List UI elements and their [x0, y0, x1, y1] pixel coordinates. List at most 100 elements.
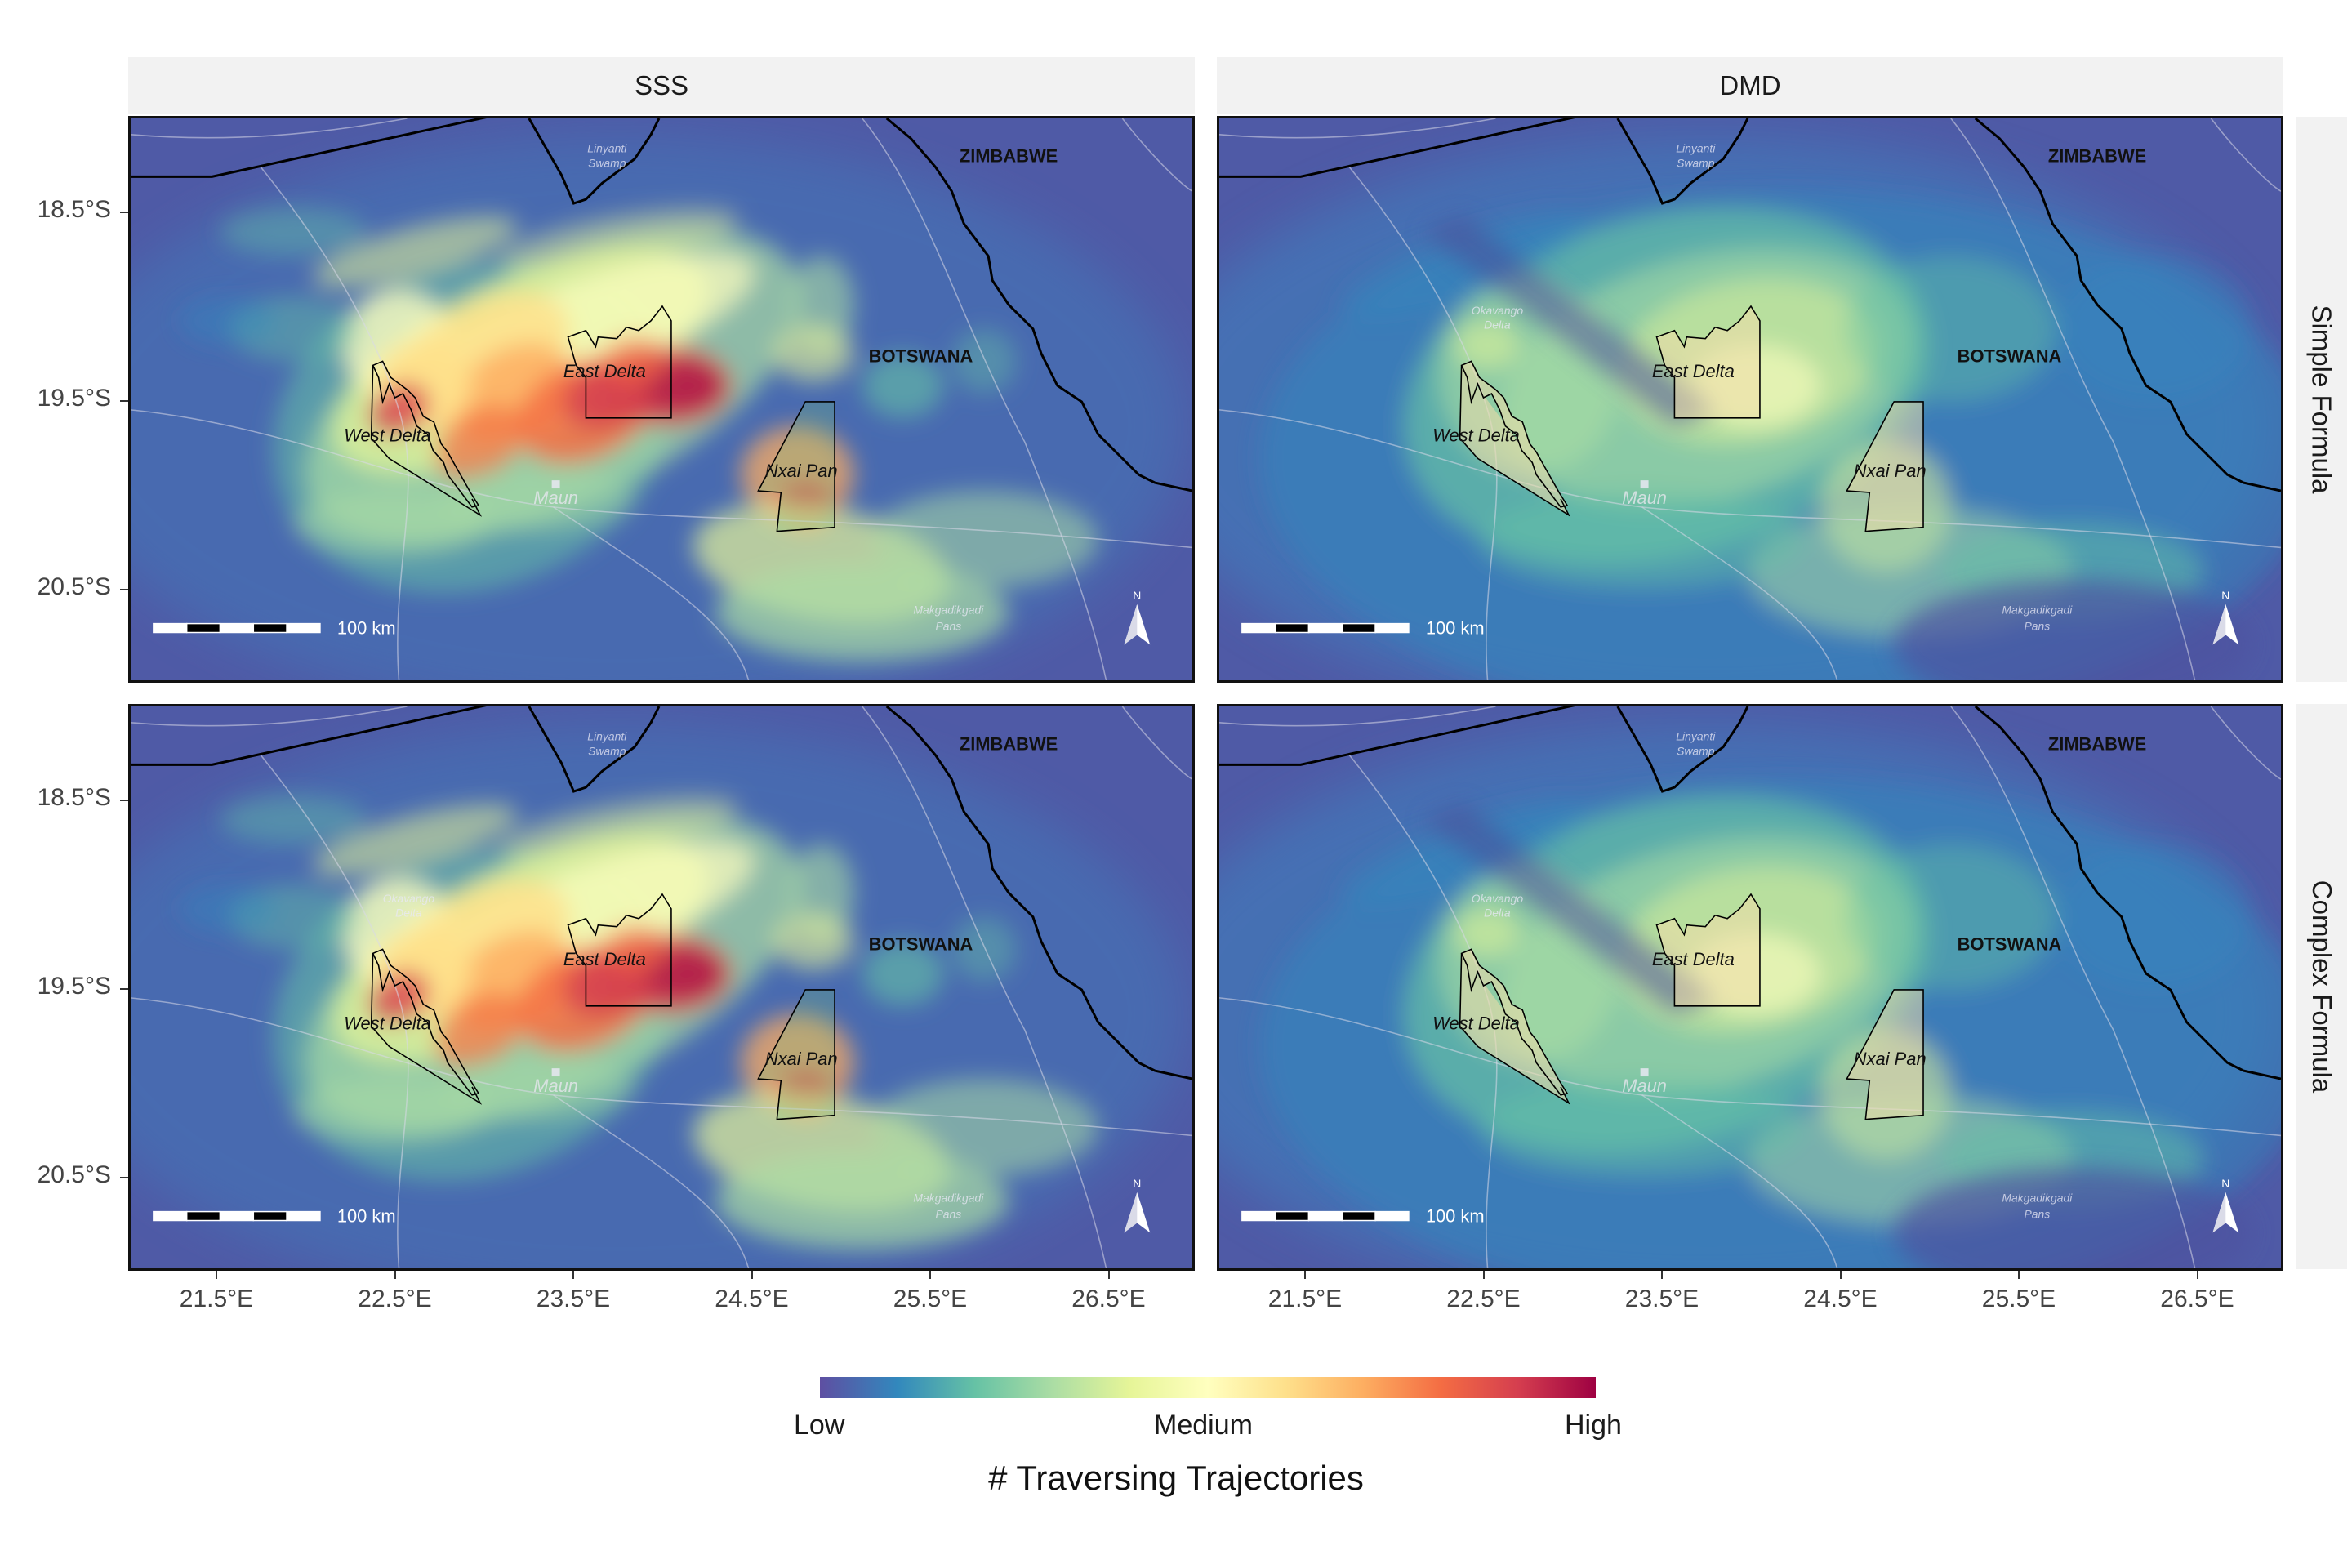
x-tick-mark	[2196, 1271, 2198, 1279]
scale-bar	[153, 1210, 321, 1222]
heat-blob	[1340, 210, 1586, 318]
legend-colorbar	[820, 1377, 1596, 1398]
botswana-label: BOTSWANA	[1958, 345, 2062, 366]
scale-bar-label: 100 km	[1426, 618, 1485, 639]
heat-blob	[602, 924, 667, 974]
west-delta-label: West Delta	[1432, 425, 1520, 446]
zimbabwe-label: ZIMBABWE	[960, 146, 1058, 167]
scale-bar	[153, 622, 321, 634]
scale-bar	[1241, 1210, 1410, 1222]
heat-blob	[602, 336, 667, 386]
heat-blob	[220, 207, 367, 256]
x-tick-mark	[1839, 1271, 1842, 1279]
linyanti-label: Swamp	[1677, 157, 1715, 170]
facet-strip-dmd: DMD	[1217, 57, 2283, 114]
west-delta-polygon	[370, 948, 483, 1105]
maun-label: Maun	[533, 488, 578, 508]
legend-high-label: High	[1565, 1410, 1622, 1441]
nxai-pan-polygon	[1846, 989, 1924, 1120]
east-delta-polygon	[567, 893, 672, 1007]
okavango-label: Delta	[1484, 906, 1511, 920]
scale-bar-label: 100 km	[337, 618, 396, 639]
makgadikgadi-label: Makgadikgadi	[913, 604, 984, 617]
facet-strip-simple: Simple Formula	[2296, 117, 2347, 682]
x-tick-mark	[572, 1271, 574, 1279]
y-tick-mark	[120, 988, 128, 990]
x-tick-mark	[751, 1271, 753, 1279]
east-delta-polygon	[567, 305, 672, 419]
heat-blob	[1454, 908, 1521, 958]
linyanti-label: Swamp	[1677, 745, 1715, 758]
y-tick-mark	[120, 589, 128, 590]
x-tick-mark	[216, 1271, 217, 1279]
nxai-pan-polygon	[757, 989, 835, 1120]
map-svg: ZIMBABWE BOTSWANA East Delta West Delta Nxai…	[1219, 706, 2281, 1268]
heat-blob	[870, 491, 1098, 588]
facet-label-sss: SSS	[634, 70, 689, 100]
heat-blob	[2056, 256, 2252, 402]
makgadikgadi-label: Pans	[936, 1208, 962, 1221]
linyanti-label: Linyanti	[1676, 730, 1716, 743]
legend-low-label: Low	[794, 1410, 845, 1441]
legend-medium-label: Medium	[1154, 1410, 1253, 1441]
maun-marker	[551, 1068, 560, 1077]
country-border	[1219, 118, 2281, 492]
x-tick-label: 22.5°E	[1446, 1285, 1521, 1312]
heat-blob	[773, 912, 854, 970]
maun-marker	[1640, 1068, 1649, 1077]
x-tick-label: 22.5°E	[358, 1285, 432, 1312]
west-delta-label: West Delta	[344, 1013, 431, 1034]
heat-blob	[1479, 491, 1805, 588]
scale-bar	[1241, 622, 1410, 634]
west-delta-label: West Delta	[1432, 1013, 1520, 1034]
heat-blob	[951, 328, 1017, 394]
maun-label: Maun	[1622, 488, 1667, 508]
y-tick-label: 20.5°S	[37, 1161, 111, 1188]
facet-label-dmd: DMD	[1719, 70, 1781, 100]
x-tick-label: 21.5°E	[179, 1285, 254, 1312]
facet-label-simple: Simple Formula	[2307, 305, 2338, 494]
country-border	[1219, 706, 2281, 1080]
x-tick-label: 23.5°E	[536, 1285, 611, 1312]
x-tick-label: 25.5°E	[893, 1285, 968, 1312]
x-tick-mark	[1482, 1271, 1485, 1279]
x-tick-label: 23.5°E	[1624, 1285, 1699, 1312]
east-delta-polygon	[1655, 893, 1761, 1007]
linyanti-label: Swamp	[588, 745, 626, 758]
road-lines	[131, 706, 1192, 1268]
west-delta-polygon	[1459, 360, 1571, 517]
nxai-pan-label: Nxai Pan	[1854, 1049, 1927, 1069]
road-lines	[131, 118, 1192, 680]
zimbabwe-label: ZIMBABWE	[2048, 146, 2146, 167]
country-border	[131, 118, 1192, 492]
x-tick-mark	[1107, 1271, 1110, 1279]
heat-blob	[313, 804, 518, 876]
makgadikgadi-label: Makgadikgadi	[2002, 604, 2073, 617]
scale-bar-label: 100 km	[337, 1206, 396, 1227]
maun-label: Maun	[1622, 1076, 1667, 1096]
heat-blob	[715, 564, 1009, 662]
x-tick-label: 21.5°E	[1267, 1285, 1343, 1312]
y-tick-mark	[120, 1177, 128, 1178]
y-tick-label: 20.5°S	[37, 573, 111, 600]
linyanti-label: Swamp	[588, 157, 626, 170]
protected-areas	[1459, 893, 1924, 1120]
x-tick-label: 25.5°E	[1981, 1285, 2056, 1312]
heat-blob	[434, 993, 526, 1067]
heat-blob	[715, 1152, 1009, 1250]
nxai-pan-label: Nxai Pan	[765, 1049, 838, 1069]
heat-blob	[2056, 844, 2252, 990]
y-tick-mark	[120, 800, 128, 801]
facet-label-complex: Complex Formula	[2307, 880, 2338, 1094]
nxai-pan-polygon	[757, 401, 835, 532]
zimbabwe-label: ZIMBABWE	[2048, 734, 2146, 755]
east-delta-label: East Delta	[1652, 949, 1735, 969]
heat-blob	[498, 207, 739, 272]
east-delta-label: East Delta	[564, 949, 646, 969]
makgadikgadi-label: Pans	[936, 620, 962, 633]
east-delta-label: East Delta	[1652, 361, 1735, 381]
heat-blob	[1845, 256, 2057, 402]
heat-blob	[1845, 844, 2057, 990]
heat-blob	[498, 795, 739, 860]
map-panel-dmd-complex: ZIMBABWE BOTSWANA East Delta West Delta Nxai…	[1217, 704, 2283, 1271]
